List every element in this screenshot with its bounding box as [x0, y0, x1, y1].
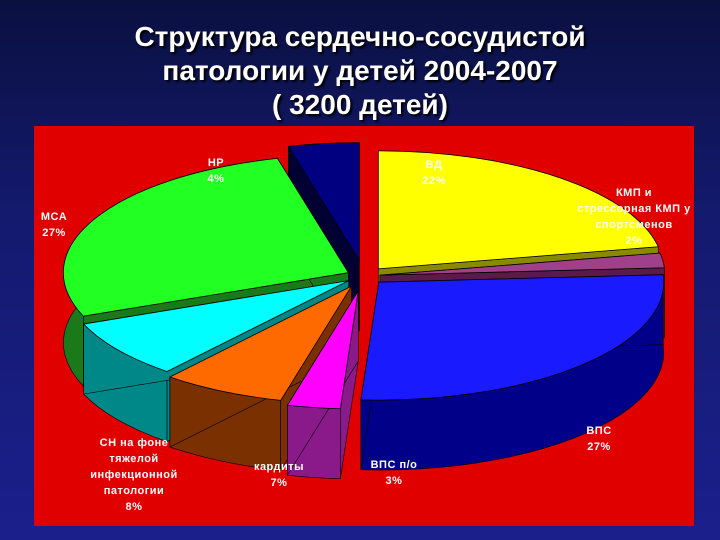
slice-label-line: 2% — [626, 235, 643, 247]
slice-label-line: 8% — [126, 501, 143, 513]
slice-label-line: спортсменов — [595, 219, 672, 231]
slice-vpso — [286, 290, 359, 410]
slice-label-msa: МСА 27% — [41, 211, 67, 239]
slice-label-line: 27% — [587, 441, 611, 453]
slice-label-vd: ВД 22% — [422, 159, 446, 187]
chart-title: Структура сердечно-сосудистой патологии … — [0, 20, 720, 122]
slice-msa — [62, 157, 350, 317]
slice-label-line: 27% — [42, 227, 66, 239]
slice-label-line: 4% — [208, 173, 225, 185]
slice-kard — [168, 285, 353, 401]
title-line-3: ( 3200 детей) — [272, 89, 448, 120]
slice-label-vpso: ВПС п/о 3% — [371, 459, 418, 487]
slice-label-kmp: КМП и стрессорная КМП у спортсменов 2% — [577, 187, 691, 247]
title-line-2: патологии у детей 2004-2007 — [162, 55, 558, 86]
slice-label-line: ВПС — [586, 425, 611, 437]
slice-label-kard: кардиты 7% — [254, 461, 304, 489]
slice-label-line: 7% — [271, 477, 288, 489]
slice-label-line: СН на фоне — [100, 437, 169, 449]
slice-label-sn: СН на фоне тяжелой инфекционной патологии 8% — [90, 437, 178, 513]
title-line-1: Структура сердечно-сосудистой — [134, 21, 586, 52]
pie-chart: ВД 22% КМП и стрессорная КМП у спортсменов 2%… — [34, 126, 694, 526]
slice-sn — [82, 280, 349, 372]
slice-kmp — [379, 252, 665, 276]
slice-label-line: 3% — [386, 475, 403, 487]
slice-label-line: тяжелой — [109, 453, 158, 465]
slice-vps — [360, 274, 665, 401]
slice-label-nr: НР 4% — [208, 157, 225, 185]
slice-nr — [287, 142, 360, 263]
slice-label-line: КМП и — [616, 187, 652, 199]
slice-label-line: стрессорная КМП у — [577, 203, 691, 215]
slice-label-line: ВПС п/о — [371, 459, 418, 471]
slice-label-line: МСА — [41, 211, 67, 223]
slice-vd — [377, 150, 659, 270]
slice-label-line: ВД — [426, 159, 443, 171]
slice-label-line: НР — [208, 157, 224, 169]
slice-label-line: 22% — [422, 175, 446, 187]
slice-label-line: инфекционной — [90, 469, 178, 481]
slice-label-line: кардиты — [254, 461, 304, 473]
slice-label-vps: ВПС 27% — [586, 425, 611, 453]
slice-label-line: патологии — [104, 485, 165, 497]
